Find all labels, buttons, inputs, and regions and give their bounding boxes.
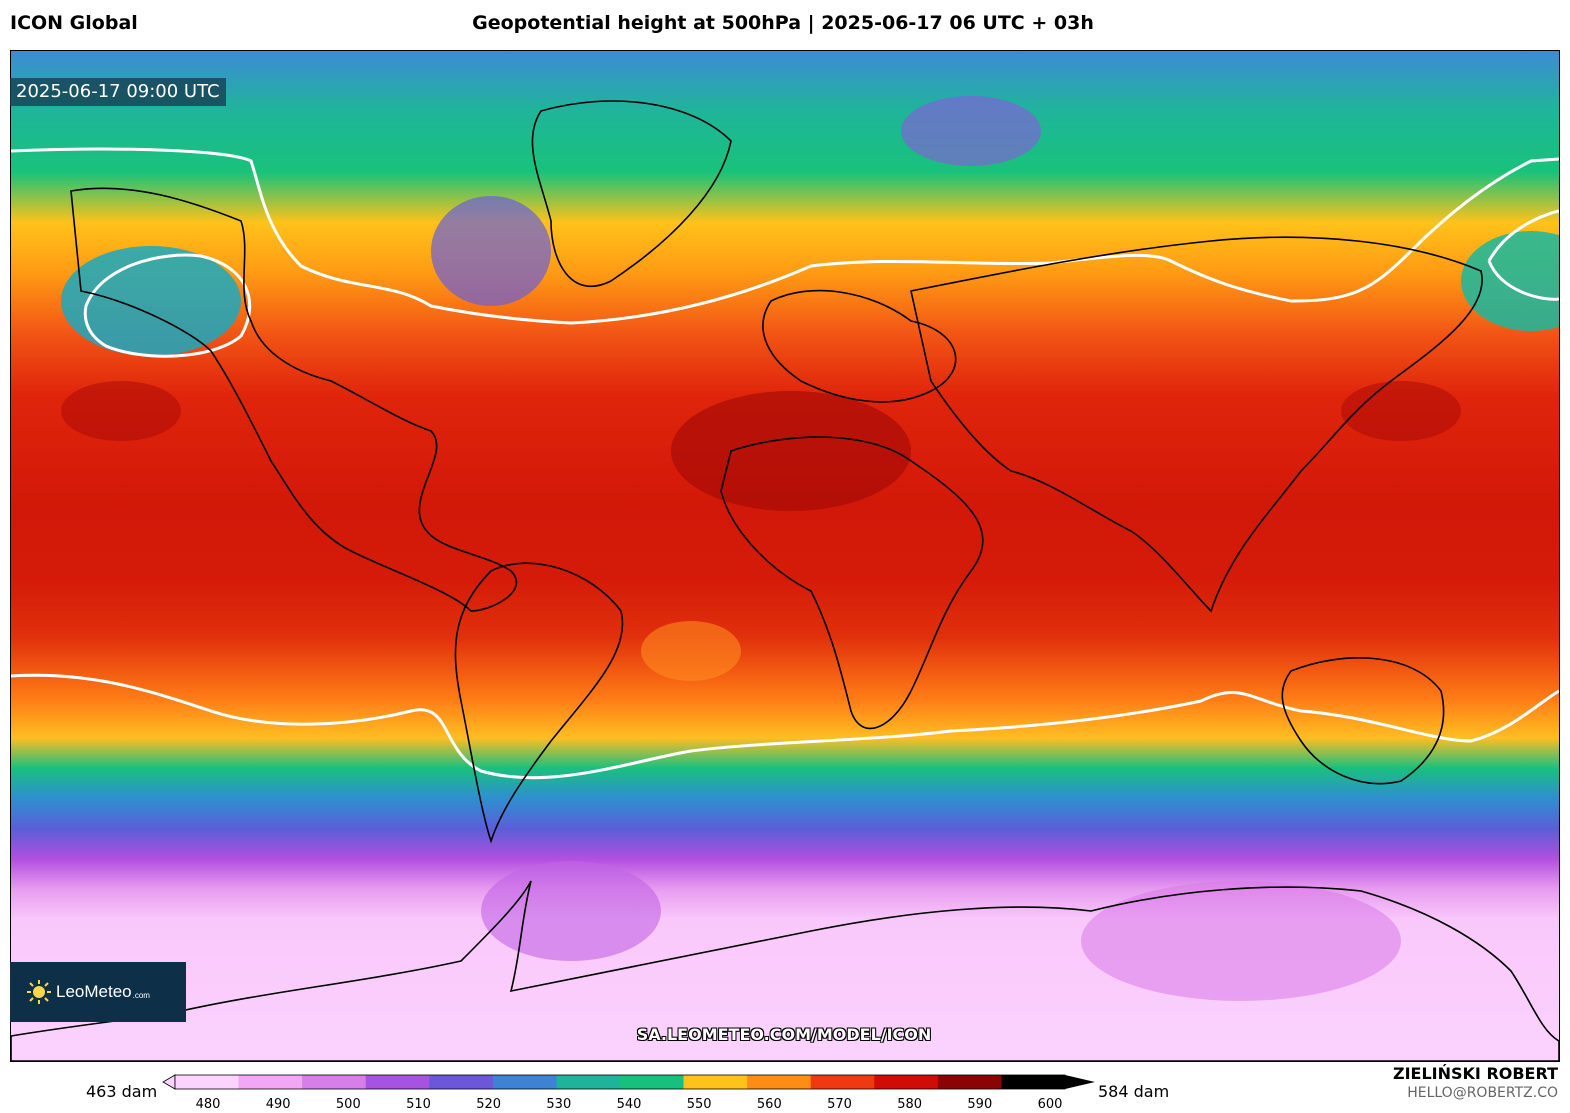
low-pressure-kamchatka (1461, 231, 1559, 331)
warm-blob-south-atlantic (641, 621, 741, 681)
valid-time-badge: 2025-06-17 09:00 UTC (10, 78, 226, 106)
colorbar-tick-label: 570 (827, 1097, 852, 1112)
low-pressure-arctic (901, 96, 1041, 166)
colorbar-min-label: 463 dam (86, 1082, 158, 1101)
cold-blob-antarctic (1081, 881, 1401, 1001)
high-pressure-west-pacific (1341, 381, 1461, 441)
author-email: HELLO@ROBERTZ.CO (1407, 1085, 1558, 1101)
colorbar-segment (302, 1075, 367, 1089)
cold-blob-weddell (481, 861, 661, 961)
map-overlay (11, 96, 1559, 1061)
contour-552-north (11, 147, 1559, 325)
colorbar-tick-label: 540 (616, 1097, 642, 1112)
colorbar-segment (937, 1075, 1002, 1089)
colorbar-tick-label: 580 (897, 1097, 923, 1112)
colorbar-segment (175, 1075, 240, 1089)
colorbar-max-label: 584 dam (1098, 1082, 1170, 1101)
colorbar-tick-label: 530 (546, 1097, 572, 1112)
coast-africa (720, 436, 984, 730)
model-name: ICON Global (10, 12, 138, 34)
colorbar-tick-label: 560 (756, 1097, 782, 1112)
colorbar-segments (162, 1074, 1095, 1090)
high-pressure-pacific (61, 381, 181, 441)
map-title: Geopotential height at 500hPa | 2025-06-… (472, 12, 1094, 34)
contour-552-south (11, 673, 1559, 780)
logo-suffix: .com (132, 990, 150, 1000)
colorbar-tick-label: 480 (195, 1097, 221, 1112)
coastlines (11, 100, 1559, 1061)
low-pressure-hudson (431, 196, 551, 306)
coast-antarctica (11, 880, 1559, 1061)
coast-europe (762, 289, 957, 403)
contour-552-alaska-loop (83, 253, 252, 358)
map-panel (10, 50, 1560, 1062)
colorbar-segment (747, 1075, 812, 1089)
colorbar-segment (365, 1075, 430, 1089)
colorbar-extend-max (1065, 1075, 1095, 1089)
colorbar-segment (238, 1075, 303, 1089)
contour-552-kamchatka (1487, 209, 1559, 301)
sun-icon (27, 980, 51, 1004)
colorbar-tick-label: 590 (967, 1097, 993, 1112)
colorbar-segment (1001, 1075, 1066, 1089)
colorbar-segment (492, 1075, 557, 1089)
colorbar (162, 1074, 1095, 1090)
colorbar-segment (620, 1075, 685, 1089)
coast-north-america (70, 187, 518, 612)
low-pressure-gulf-of-alaska (61, 246, 241, 356)
colorbar-segment (683, 1075, 748, 1089)
colorbar-border (174, 1074, 1066, 1090)
colorbar-tick-label: 500 (335, 1097, 361, 1112)
coast-australia (1281, 657, 1445, 785)
colorbar-segment (874, 1075, 939, 1089)
colorbar-tick-label: 490 (265, 1097, 291, 1112)
coast-greenland (531, 100, 732, 288)
colorbar-tick-label: 550 (686, 1097, 712, 1112)
colorbar-segment (810, 1075, 875, 1089)
source-url: SA.LEOMETEO.COM/MODEL/ICON (636, 1025, 932, 1044)
high-pressure-sahara (671, 391, 911, 511)
colorbar-segment (429, 1075, 494, 1089)
colorbar-tick-label: 600 (1037, 1097, 1063, 1112)
author-name: ZIELIŃSKI ROBERT (1392, 1064, 1558, 1083)
logo-text: LeoMeteo (56, 982, 132, 1001)
coast-asia (910, 236, 1483, 613)
leometeo-logo[interactable]: LeoMeteo .com (10, 962, 186, 1022)
colorbar-tick-label: 510 (406, 1097, 431, 1112)
coast-south-america (454, 562, 624, 844)
colorbar-segment (556, 1075, 621, 1089)
colorbar-extend-min (162, 1074, 176, 1090)
colorbar-tick-label: 520 (476, 1097, 502, 1112)
